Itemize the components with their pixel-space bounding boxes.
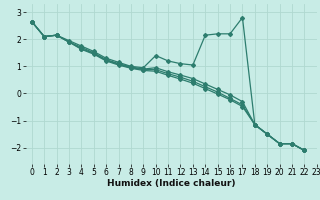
X-axis label: Humidex (Indice chaleur): Humidex (Indice chaleur)	[107, 179, 236, 188]
